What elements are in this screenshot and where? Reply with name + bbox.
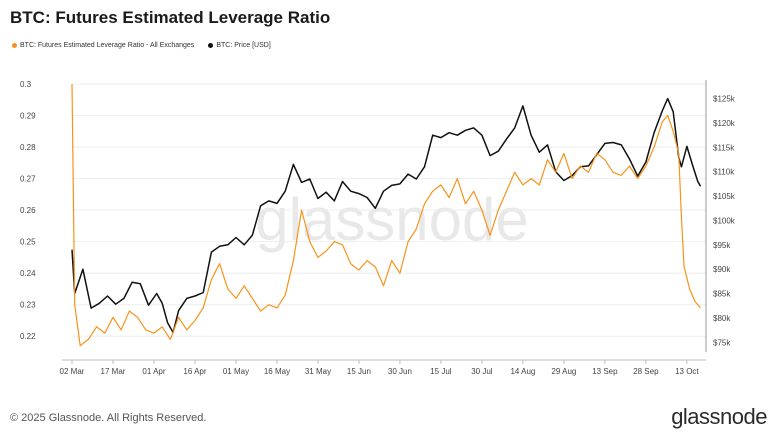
left-tick-label: 0.24	[20, 269, 36, 278]
right-axis-ticks: $125k $120k $115k $110k $105k $100k $95k $90k $8…	[713, 95, 736, 348]
left-tick-label: 0.22	[20, 332, 36, 341]
right-tick-label: $90k	[713, 265, 731, 274]
legend-item-leverage[interactable]: BTC: Futures Estimated Leverage Ratio - …	[12, 42, 194, 49]
right-tick-label: $100k	[713, 216, 736, 225]
x-tick-label: 15 Jun	[347, 367, 371, 376]
copyright-text: © 2025 Glassnode. All Rights Reserved.	[10, 412, 207, 424]
right-tick-label: $125k	[713, 95, 736, 104]
right-tick-label: $75k	[713, 338, 731, 347]
x-tick-label: 01 May	[223, 367, 249, 376]
legend-label-leverage: BTC: Futures Estimated Leverage Ratio - …	[20, 42, 195, 49]
x-tick-label: 29 Aug	[551, 367, 576, 376]
brand-logo[interactable]: glassnode	[671, 404, 767, 429]
legend-label-price: BTC: Price [USD]	[216, 42, 271, 49]
x-tick-label: 31 May	[305, 367, 331, 376]
left-tick-label: 0.29	[20, 112, 36, 121]
chart-area: glassnode 0.30.290.280.270.260.250.240.2…	[20, 80, 736, 376]
left-tick-label: 0.28	[20, 143, 36, 152]
x-tick-label: 17 Mar	[101, 367, 126, 376]
right-tick-label: $80k	[713, 314, 731, 323]
x-tick-label: 15 Jul	[430, 367, 452, 376]
left-tick-label: 0.25	[20, 238, 36, 247]
left-axis-ticks: 0.3 0.29 0.28 0.27 0.26 0.25 0.24 0.23 0.22	[20, 80, 36, 341]
right-tick-label: $115k	[713, 143, 735, 152]
series-line-leverage	[71, 83, 701, 347]
right-tick-label: $95k	[713, 241, 731, 250]
x-tick-label: 16 Apr	[183, 367, 206, 376]
series-line-price	[71, 97, 702, 334]
grid-lines	[72, 83, 706, 337]
legend-swatch-price	[208, 43, 214, 48]
x-tick-label: 01 Apr	[142, 367, 165, 376]
legend-swatch-leverage	[12, 43, 17, 48]
left-tick-label: 0.27	[20, 175, 36, 184]
right-tick-label: $105k	[713, 192, 736, 201]
x-tick-label: 02 Mar	[60, 367, 85, 376]
right-tick-label: $120k	[713, 119, 736, 128]
x-tick-label: 28 Sep	[633, 367, 659, 376]
legend: BTC: Futures Estimated Leverage Ratio - …	[12, 42, 271, 49]
right-tick-label: $85k	[713, 290, 731, 299]
x-tick-label: 16 May	[264, 367, 290, 376]
chart-title: BTC: Futures Estimated Leverage Ratio	[10, 8, 331, 27]
x-tick-label: 13 Oct	[675, 367, 699, 376]
x-tick-label: 30 Jul	[471, 367, 493, 376]
left-tick-label: 0.23	[20, 301, 36, 310]
legend-item-price[interactable]: BTC: Price [USD]	[208, 42, 271, 49]
x-tick-label: 13 Sep	[592, 367, 618, 376]
x-tick-label: 14 Aug	[510, 367, 535, 376]
left-tick-label: 0.3	[20, 80, 32, 89]
x-tick-label: 30 Jun	[388, 367, 412, 376]
x-axis-ticks: 02 Mar 17 Mar 01 Apr 16 Apr 01 May 16 May 31 M…	[60, 360, 699, 376]
right-tick-label: $110k	[713, 168, 735, 177]
left-tick-label: 0.26	[20, 206, 36, 215]
